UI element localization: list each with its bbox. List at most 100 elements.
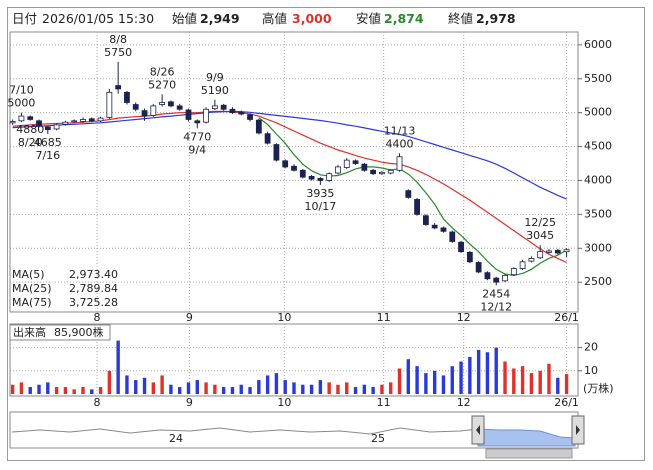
legend-name: MA(25): [12, 282, 52, 295]
high-value-label: 5190: [201, 84, 229, 97]
legend-value: 2,789.84: [69, 282, 118, 295]
volume-bar: [371, 387, 375, 394]
candle-body: [238, 111, 245, 115]
candle-body: [343, 159, 350, 168]
candle-body: [352, 160, 359, 164]
navigator: 24 25: [9, 411, 585, 459]
x-tick-label: 9: [186, 311, 193, 324]
candle-body: [255, 119, 262, 134]
volume-bar: [265, 375, 270, 394]
volume-bar: [520, 366, 525, 394]
price-plot-frame: [9, 31, 579, 313]
volume-bar: [177, 387, 182, 394]
candle-body: [44, 126, 51, 131]
volume-bar: [389, 382, 393, 394]
candle-body: [264, 133, 271, 144]
navigator-scrollbar[interactable]: [485, 448, 573, 459]
volume-bar: [19, 382, 24, 394]
volume-bar: [441, 375, 446, 394]
candle-body: [414, 199, 420, 215]
candle-body: [273, 144, 280, 161]
candle-body: [440, 227, 447, 232]
candle-body: [528, 258, 535, 262]
x-tick-label: 8: [94, 396, 101, 409]
volume-bar: [336, 384, 340, 394]
candle-body: [387, 169, 394, 174]
x-tick-label: 26/1: [554, 311, 579, 324]
volume-bar: [301, 384, 305, 394]
candle-body: [36, 120, 42, 127]
volume-bar: [432, 370, 437, 394]
frame: [7, 7, 645, 461]
volume-bar: [345, 382, 349, 394]
legend-name: MA(75): [12, 296, 52, 309]
volume-bar: [397, 368, 402, 394]
y-tick-label: 10: [584, 364, 598, 377]
volume-bar: [134, 380, 138, 394]
y-tick-label: 4500: [584, 140, 612, 153]
volume-label-box: [9, 324, 111, 341]
volume-bar: [186, 382, 191, 394]
low-date-label: 12/12: [480, 300, 512, 313]
volume-bar: [230, 387, 235, 394]
candle-body: [203, 108, 209, 123]
candle-body: [176, 105, 183, 110]
candle-body: [379, 171, 385, 175]
low-date-label: 10/17: [305, 200, 337, 213]
candle-body: [194, 120, 201, 124]
candle-body: [519, 261, 526, 270]
ma-line: [12, 110, 567, 264]
volume-bar: [63, 387, 68, 394]
volume-bar: [292, 382, 296, 394]
candle-body: [317, 178, 324, 181]
volume-bar: [538, 370, 542, 394]
x-tick-label: 12: [457, 396, 471, 409]
high-value-label: 3045: [526, 229, 554, 242]
legend-value: 3,725.28: [69, 296, 118, 309]
volume-bar: [195, 380, 199, 394]
candle-body: [308, 176, 315, 180]
volume-bar: [248, 387, 252, 394]
volume-bar: [274, 373, 279, 394]
low-value-label: 4770: [183, 130, 211, 143]
volume-bar: [151, 382, 156, 394]
high-date-label: 11/13: [384, 124, 416, 137]
high-value-label: 5000: [7, 97, 35, 110]
x-tick-label: 10: [277, 396, 291, 409]
volume-bar: [556, 377, 560, 394]
y-tick-label: 3000: [584, 241, 612, 254]
candle-body: [449, 231, 456, 242]
candle-body: [458, 241, 464, 253]
high-value-label: 5750: [104, 46, 132, 59]
navigator-label: 24: [169, 432, 183, 445]
volume-bar: [468, 356, 472, 394]
candle-body: [546, 250, 552, 253]
high-value-label: 4400: [386, 137, 414, 150]
volume-bar: [327, 382, 331, 394]
candle-body: [124, 91, 130, 103]
y-tick-label: 4000: [584, 173, 612, 186]
candle-body: [71, 120, 78, 123]
volume-bar: [424, 373, 428, 394]
candle-body: [229, 108, 236, 114]
candle-body: [299, 169, 306, 178]
volume-bar: [98, 387, 103, 394]
volume-bar: [107, 370, 112, 394]
navigator-label: 25: [371, 432, 385, 445]
volume-bar: [494, 347, 498, 394]
volume-bar: [213, 384, 217, 394]
low-date-label: 8/20: [18, 136, 43, 149]
candle-body: [361, 163, 368, 171]
candle-body: [335, 166, 341, 174]
candle-body: [211, 105, 218, 110]
candle-body: [106, 91, 113, 118]
volume-bar: [450, 366, 454, 394]
candle-body: [80, 119, 86, 122]
candle-body: [510, 268, 517, 276]
volume-bar: [547, 363, 551, 394]
candle-body: [132, 104, 139, 110]
y-tick-label: 6000: [584, 38, 612, 51]
candle-body: [431, 224, 438, 229]
x-tick-label: 11: [377, 311, 391, 324]
